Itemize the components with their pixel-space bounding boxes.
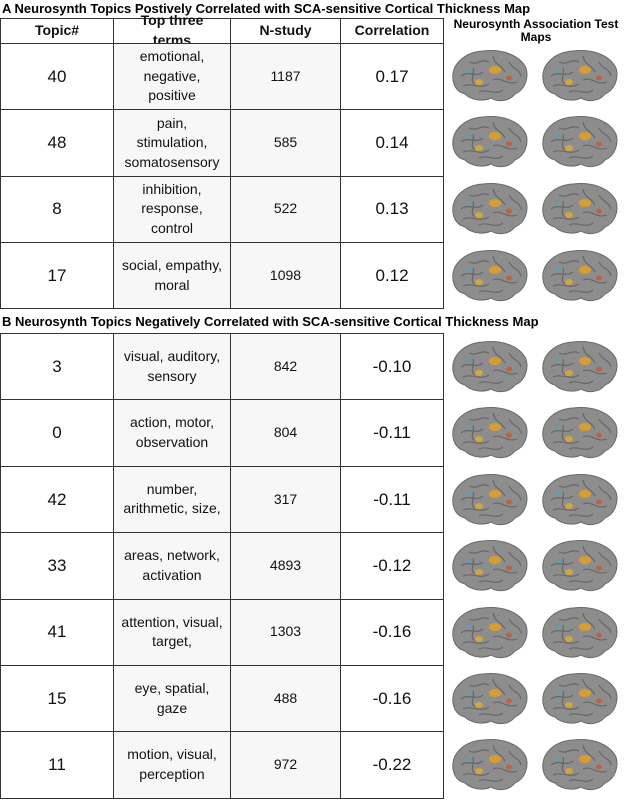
correlation-cell: 0.17	[340, 43, 444, 111]
terms-cell: action, motor, observation	[113, 399, 231, 467]
header-cell: Correlation	[340, 18, 444, 44]
topic-cell: 15	[0, 665, 114, 733]
nstudy-cell: 522	[230, 175, 341, 243]
topic-cell: 33	[0, 532, 114, 600]
terms-cell: social, empathy, moral	[113, 241, 231, 310]
nstudy-cell: 488	[230, 665, 341, 733]
terms-cell: number, arithmetic, size,	[113, 465, 231, 534]
topic-cell: 40	[0, 43, 114, 111]
maps-header: Neurosynth Association Test Maps	[453, 17, 619, 45]
topic-cell: 17	[0, 241, 114, 310]
nstudy-cell: 585	[230, 109, 341, 177]
correlation-cell: 0.12	[340, 241, 444, 310]
correlation-cell: -0.16	[340, 598, 444, 666]
topic-cell: 0	[0, 399, 114, 467]
panel-a-title: A Neurosynth Topics Postively Correlated…	[2, 1, 531, 16]
nstudy-cell: 804	[230, 399, 341, 467]
header-cell: N-study	[230, 18, 341, 44]
nstudy-cell: 972	[230, 731, 341, 799]
topic-cell: 11	[0, 731, 114, 799]
nstudy-cell: 1187	[230, 43, 341, 111]
nstudy-cell: 1303	[230, 598, 341, 666]
terms-cell: motion, visual, perception	[113, 731, 231, 799]
correlation-cell: -0.12	[340, 532, 444, 600]
topic-cell: 42	[0, 465, 114, 534]
terms-cell: attention, visual, target,	[113, 598, 231, 666]
topic-cell: 48	[0, 109, 114, 177]
terms-cell: visual, auditory, sensory	[113, 333, 231, 401]
correlation-cell: 0.13	[340, 175, 444, 243]
header-cell: Top three terms	[113, 12, 231, 48]
correlation-cell: -0.22	[340, 731, 444, 799]
terms-cell: pain, stimulation, somatosensory	[113, 109, 231, 177]
correlation-cell: -0.11	[340, 465, 444, 534]
correlation-cell: -0.10	[340, 333, 444, 401]
terms-cell: eye, spatial, gaze	[113, 665, 231, 733]
terms-cell: emotional, negative, positive	[113, 43, 231, 111]
correlation-cell: -0.11	[340, 399, 444, 467]
topic-cell: 3	[0, 333, 114, 401]
nstudy-cell: 317	[230, 465, 341, 534]
nstudy-cell: 842	[230, 333, 341, 401]
topic-cell: 8	[0, 175, 114, 243]
correlation-cell: 0.14	[340, 109, 444, 177]
topic-cell: 41	[0, 598, 114, 666]
terms-cell: inhibition, response, control	[113, 175, 231, 243]
correlation-cell: -0.16	[340, 665, 444, 733]
panel-b-title: B Neurosynth Topics Negatively Correlate…	[2, 314, 539, 329]
nstudy-cell: 4893	[230, 532, 341, 600]
header-cell: Topic#	[0, 18, 114, 44]
nstudy-cell: 1098	[230, 241, 341, 310]
terms-cell: areas, network, activation	[113, 532, 231, 600]
